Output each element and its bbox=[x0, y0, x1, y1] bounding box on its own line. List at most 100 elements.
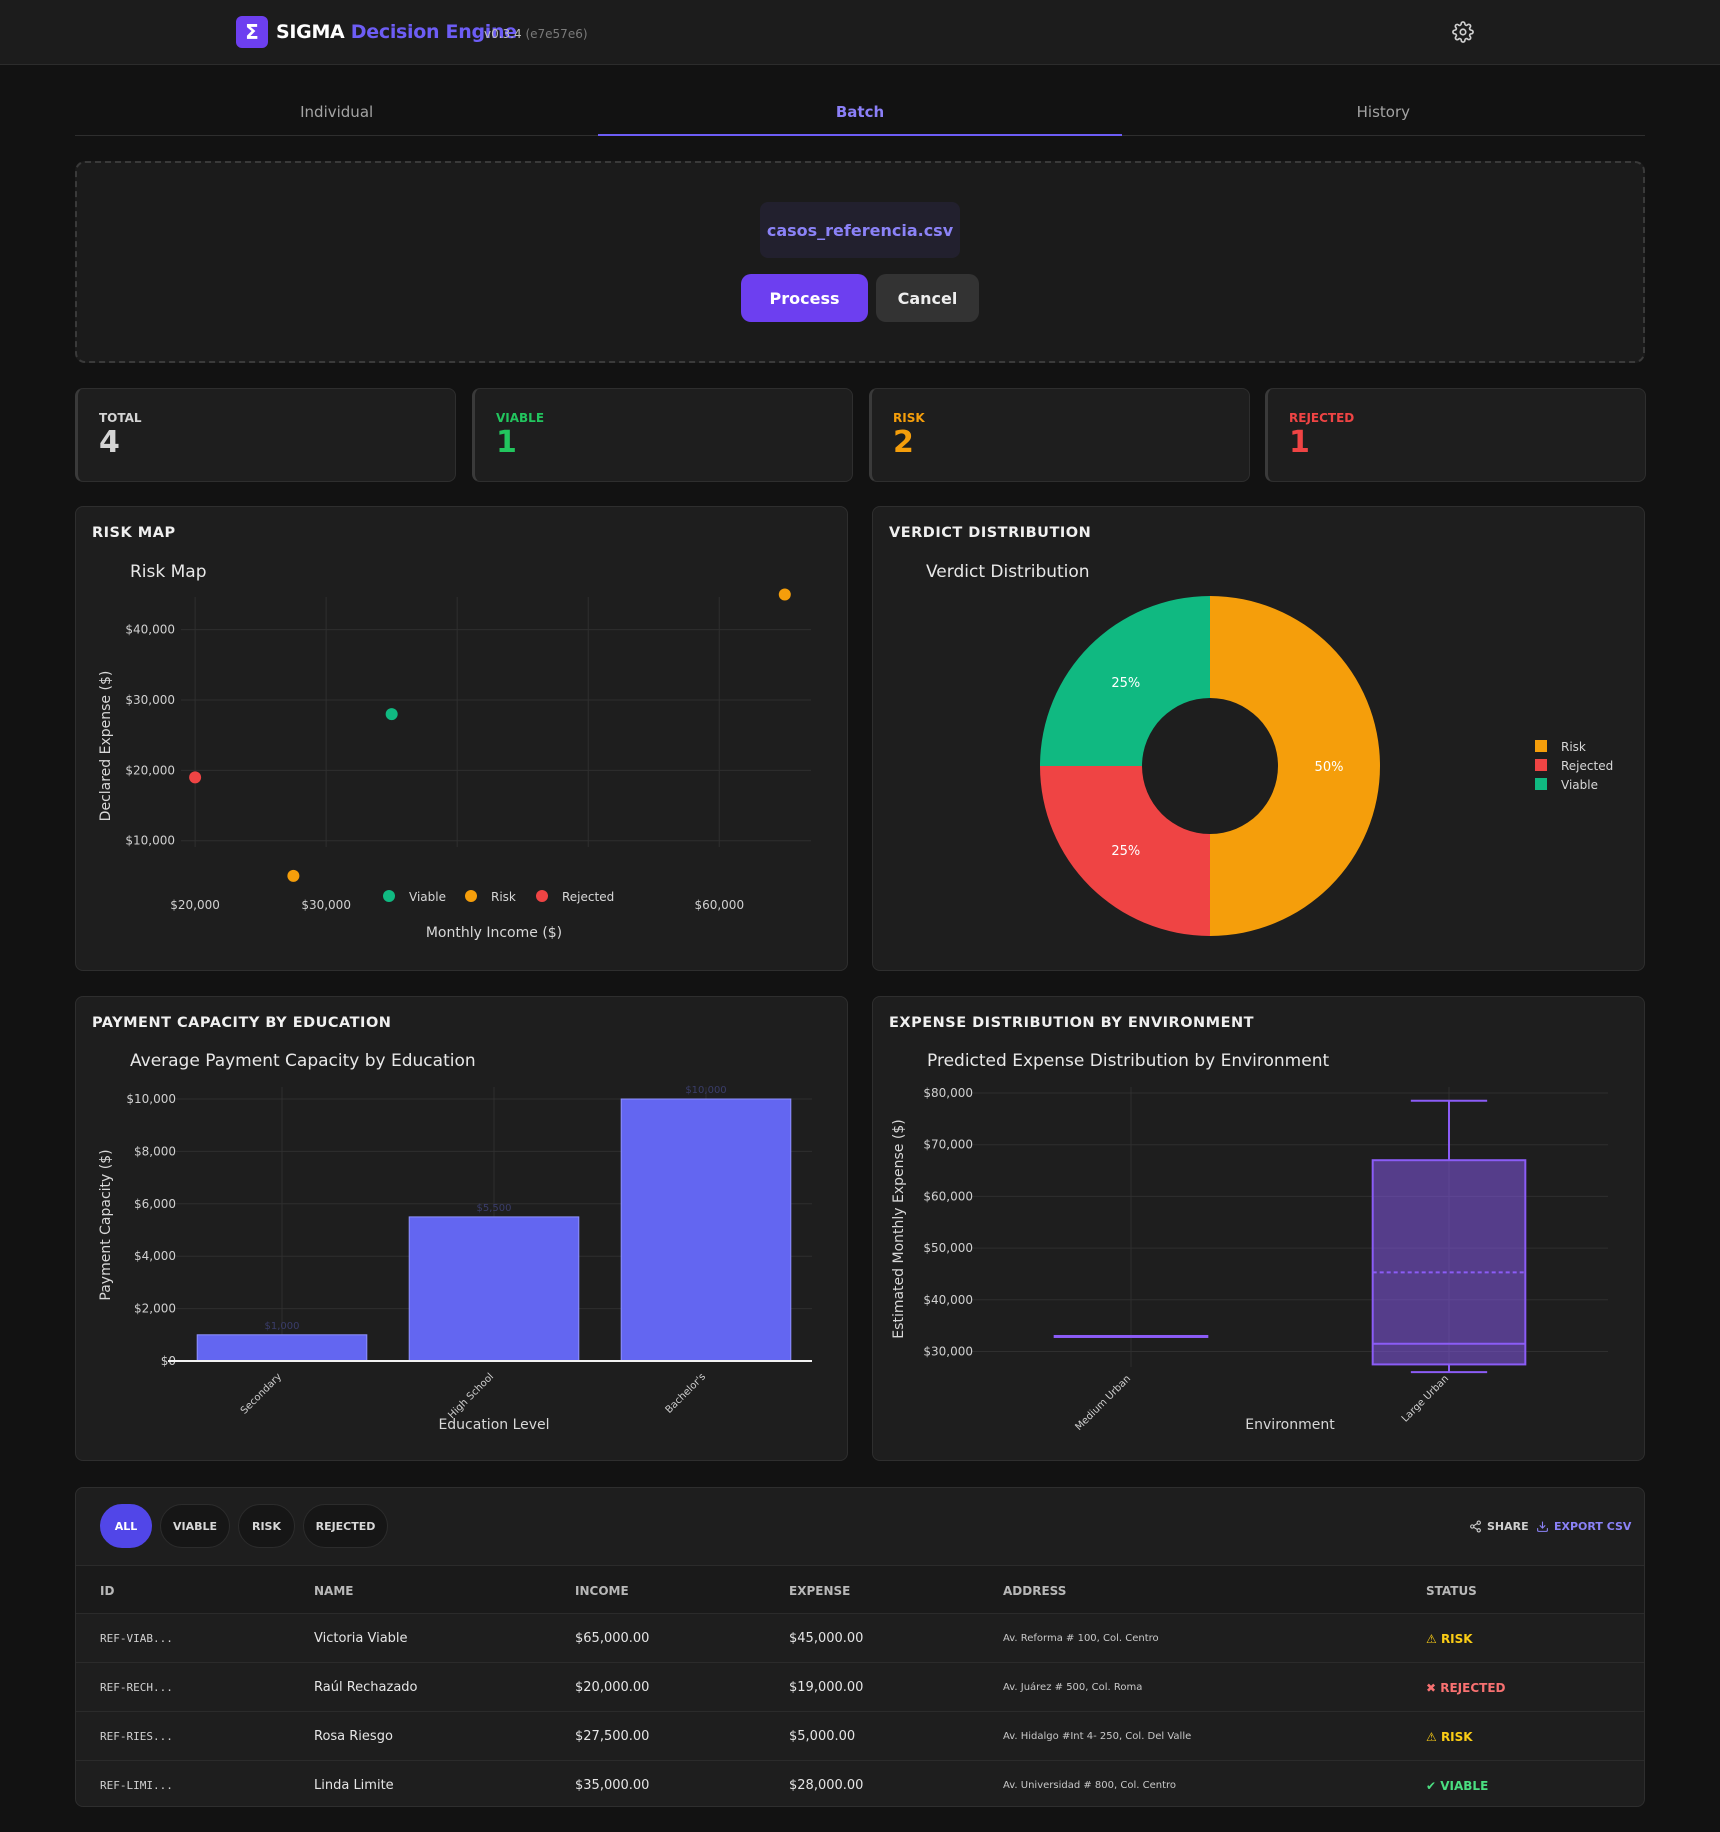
status-icon: ⚠ bbox=[1426, 1730, 1441, 1744]
gear-icon[interactable] bbox=[1452, 21, 1474, 43]
tab-individual[interactable]: Individual bbox=[300, 103, 374, 121]
y-tick-label: $70,000 bbox=[923, 1138, 973, 1152]
payment-chart: Average Payment Capacity by Education$0$… bbox=[98, 1051, 812, 1433]
table-row[interactable]: REF-RECH... Raúl Rechazado $20,000.00 $19,0… bbox=[76, 1662, 1644, 1711]
filter-rejected[interactable]: REJECTED bbox=[303, 1504, 388, 1548]
cell-id: REF-RECH... bbox=[100, 1681, 173, 1694]
cell-address: Av. Juárez # 500, Col. Roma bbox=[1003, 1682, 1143, 1693]
cell-expense: $45,000.00 bbox=[789, 1631, 864, 1646]
bar-value-label: $10,000 bbox=[685, 1085, 726, 1096]
legend-label: Viable bbox=[409, 890, 446, 904]
legend-label: Rejected bbox=[562, 890, 614, 904]
stat-card-viable: VIABLE 1 bbox=[472, 388, 853, 482]
filter-viable[interactable]: VIABLE bbox=[160, 1504, 230, 1548]
expense-panel: EXPENSE DISTRIBUTION BY ENVIRONMENT Pred… bbox=[872, 996, 1645, 1461]
col-id[interactable]: ID bbox=[100, 1584, 115, 1598]
stat-card-risk: RISK 2 bbox=[869, 388, 1250, 482]
y-tick-label: $8,000 bbox=[134, 1144, 176, 1158]
x-axis-label: Education Level bbox=[438, 1417, 549, 1433]
scatter-point-rejected bbox=[189, 771, 202, 784]
filter-risk[interactable]: RISK bbox=[238, 1504, 295, 1548]
status-text: VIABLE bbox=[1440, 1779, 1489, 1793]
col-address[interactable]: ADDRESS bbox=[1003, 1584, 1067, 1598]
panel-title: VERDICT DISTRIBUTION bbox=[889, 525, 1092, 541]
cell-name: Raúl Rechazado bbox=[314, 1680, 418, 1695]
stat-value: 4 bbox=[99, 425, 120, 460]
y-tick-label: $30,000 bbox=[923, 1344, 973, 1358]
table-row[interactable]: REF-LIMI... Linda Limite $35,000.00 $28,000… bbox=[76, 1760, 1644, 1806]
y-axis-label: Estimated Monthly Expense ($) bbox=[891, 1119, 907, 1338]
legend-marker bbox=[1535, 778, 1547, 790]
scatter-point-risk bbox=[778, 588, 791, 601]
col-name[interactable]: NAME bbox=[314, 1584, 354, 1598]
version-info: v0.3.4 (e7e57e6) bbox=[484, 27, 588, 41]
y-tick-label: $10,000 bbox=[126, 1092, 176, 1106]
cell-address: Av. Universidad # 800, Col. Centro bbox=[1003, 1780, 1177, 1791]
stat-label: RISK bbox=[893, 411, 925, 425]
pie-slice-viable bbox=[1040, 596, 1210, 766]
risk-map-chart: Risk Map $10,000 $20,000 $30,000 $40,000 $20,… bbox=[98, 562, 811, 941]
bar bbox=[196, 1334, 368, 1362]
y-tick-label: $40,000 bbox=[125, 623, 175, 637]
status-badge: ✖ REJECTED bbox=[1426, 1681, 1505, 1695]
app-title: SIGMA Decision Engine bbox=[276, 21, 517, 43]
legend-marker bbox=[383, 890, 395, 902]
stat-value: 2 bbox=[893, 425, 914, 460]
status-icon: ✔ bbox=[1426, 1779, 1441, 1793]
chart-title: Verdict Distribution bbox=[926, 562, 1090, 582]
chart-title: Risk Map bbox=[130, 562, 207, 582]
stat-value: 1 bbox=[1289, 425, 1310, 460]
col-income[interactable]: INCOME bbox=[575, 1584, 629, 1598]
stat-label: REJECTED bbox=[1289, 411, 1355, 425]
table-row[interactable]: REF-RIES... Rosa Riesgo $27,500.00 $5,000.0… bbox=[76, 1711, 1644, 1760]
slice-label: 25% bbox=[1111, 676, 1140, 691]
stat-label: TOTAL bbox=[99, 411, 142, 425]
process-button[interactable]: Process bbox=[741, 274, 868, 322]
share-button[interactable]: SHARE bbox=[1469, 1520, 1529, 1533]
cell-expense: $19,000.00 bbox=[789, 1680, 864, 1695]
legend-marker bbox=[536, 890, 548, 902]
app-header: Σ SIGMA Decision Engine v0.3.4 (e7e57e6) bbox=[0, 0, 1720, 65]
cancel-button[interactable]: Cancel bbox=[876, 274, 979, 322]
x-tick-label: Secondary bbox=[239, 1371, 284, 1416]
bar-value-label: $5,500 bbox=[477, 1203, 512, 1214]
stat-value: 1 bbox=[496, 425, 517, 460]
selected-file-name: casos_referencia.csv bbox=[760, 202, 960, 258]
bar bbox=[620, 1098, 792, 1362]
share-label: SHARE bbox=[1487, 1520, 1529, 1533]
legend-label: Rejected bbox=[1561, 759, 1613, 773]
status-badge: ✔ VIABLE bbox=[1426, 1779, 1488, 1793]
x-tick-label: $20,000 bbox=[170, 898, 220, 912]
legend-label: Risk bbox=[491, 890, 516, 904]
y-axis-label: Payment Capacity ($) bbox=[98, 1149, 114, 1300]
status-text: RISK bbox=[1440, 1730, 1473, 1744]
cell-id: REF-VIAB... bbox=[100, 1632, 173, 1645]
cell-address: Av. Hidalgo #Int 4- 250, Col. Del Valle bbox=[1003, 1731, 1192, 1742]
filter-all[interactable]: ALL bbox=[100, 1504, 152, 1548]
legend-label: Viable bbox=[1561, 778, 1598, 792]
brand-name: SIGMA bbox=[276, 21, 345, 43]
cell-id: REF-LIMI... bbox=[100, 1779, 173, 1792]
file-dropzone[interactable] bbox=[75, 161, 1645, 363]
cell-income: $20,000.00 bbox=[575, 1680, 650, 1695]
slice-label: 50% bbox=[1315, 760, 1344, 775]
cell-address: Av. Reforma # 100, Col. Centro bbox=[1003, 1633, 1159, 1644]
export-csv-label: EXPORT CSV bbox=[1554, 1520, 1632, 1533]
sigma-logo-icon: Σ bbox=[236, 16, 268, 48]
cell-income: $65,000.00 bbox=[575, 1631, 650, 1646]
stat-card-rejected: REJECTED 1 bbox=[1265, 388, 1646, 482]
col-expense[interactable]: EXPENSE bbox=[789, 1584, 851, 1598]
tab-batch[interactable]: Batch bbox=[598, 95, 1122, 136]
table-header: ID NAME INCOME EXPENSE ADDRESS STATUS bbox=[76, 1565, 1644, 1613]
y-tick-label: $60,000 bbox=[923, 1189, 973, 1203]
commit-hash: (e7e57e6) bbox=[525, 27, 588, 41]
x-tick-label: Large Urban bbox=[1400, 1373, 1451, 1424]
y-tick-label: $20,000 bbox=[125, 763, 175, 777]
export-csv-button[interactable]: EXPORT CSV bbox=[1536, 1520, 1631, 1533]
scatter-point-viable bbox=[385, 708, 398, 721]
table-row[interactable]: REF-VIAB... Victoria Viable $65,000.00 $45,… bbox=[76, 1613, 1644, 1662]
scatter-point-risk bbox=[287, 869, 300, 882]
col-status[interactable]: STATUS bbox=[1426, 1584, 1477, 1598]
share-icon bbox=[1470, 1520, 1481, 1533]
tab-history[interactable]: History bbox=[1356, 103, 1410, 121]
